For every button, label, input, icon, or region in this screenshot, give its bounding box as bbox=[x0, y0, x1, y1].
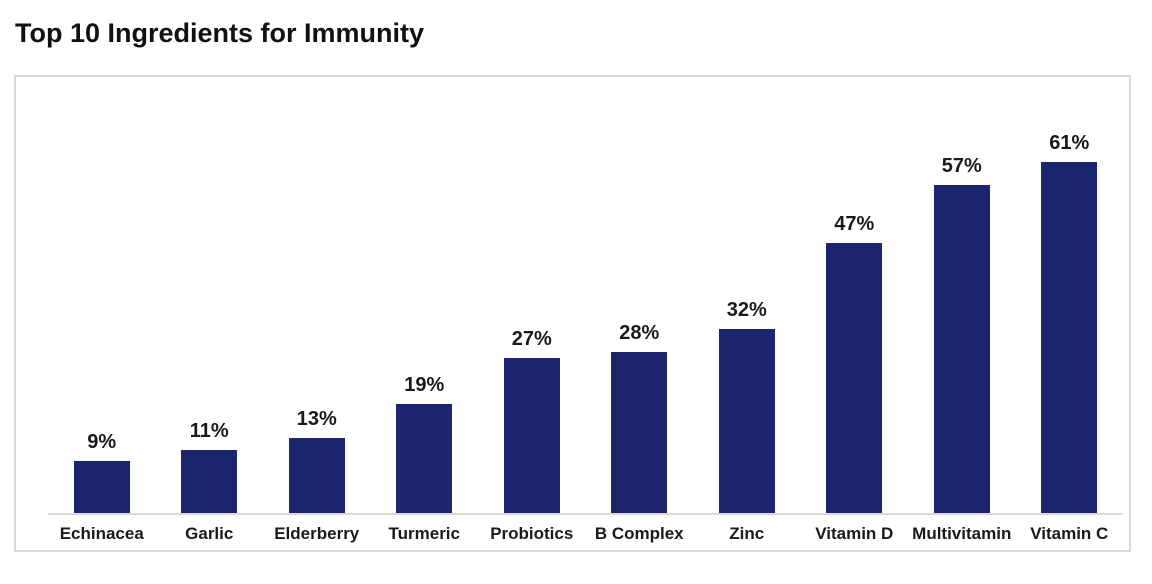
bar-value-label: 47% bbox=[834, 213, 875, 235]
x-axis-category-label: Elderberry bbox=[274, 524, 360, 543]
chart-plot-box: 9% 11% 13% 19% 27% 28% 32% 47% 57% 61% Echinacea G… bbox=[14, 75, 1131, 552]
bar-value-label: 27% bbox=[511, 328, 552, 350]
bar bbox=[718, 329, 775, 513]
bar-value-label: 61% bbox=[1049, 132, 1090, 154]
bar-column: 61% bbox=[1016, 131, 1124, 513]
bar bbox=[503, 358, 560, 513]
x-axis-category-label: Zinc bbox=[729, 524, 765, 543]
x-axis-category-label: Garlic bbox=[185, 524, 234, 543]
bar bbox=[288, 438, 345, 513]
x-axis-category-label: Echinacea bbox=[59, 524, 144, 543]
chart-title: Top 10 Ingredients for Immunity bbox=[15, 18, 425, 48]
bar-column: 32% bbox=[693, 298, 801, 513]
bars-container: 9% 11% 13% 19% 27% 28% 32% 47% 57% 61% bbox=[48, 77, 1123, 513]
bar bbox=[826, 243, 883, 513]
bar bbox=[181, 450, 238, 513]
bar-value-label: 11% bbox=[189, 420, 229, 442]
bar bbox=[933, 185, 990, 513]
bar-value-label: 28% bbox=[619, 322, 660, 344]
bar bbox=[396, 404, 453, 513]
bar-value-label: 9% bbox=[87, 431, 117, 453]
bar-column: 13% bbox=[263, 407, 371, 513]
x-axis-category-label: Turmeric bbox=[388, 524, 461, 543]
bar-column: 11% bbox=[156, 419, 264, 513]
x-axis-category-label: Vitamin C bbox=[1030, 524, 1109, 543]
bar-column: 9% bbox=[48, 430, 156, 513]
bar bbox=[73, 461, 130, 513]
bar-column: 47% bbox=[801, 212, 909, 513]
bar-column: 57% bbox=[908, 154, 1016, 513]
bar bbox=[1041, 162, 1098, 513]
bar-value-label: 19% bbox=[404, 374, 445, 396]
bar-value-label: 57% bbox=[941, 155, 982, 177]
bar bbox=[611, 352, 668, 513]
x-axis-category-label: B Complex bbox=[594, 524, 684, 543]
x-axis-labels-row: Echinacea Garlic Elderberry Turmeric Probiot… bbox=[48, 521, 1123, 547]
x-axis-line bbox=[48, 513, 1123, 515]
bar-column: 28% bbox=[586, 321, 694, 513]
plot-area: 9% 11% 13% 19% 27% 28% 32% 47% 57% 61% Echinacea G… bbox=[48, 77, 1123, 550]
x-axis-category-label: Probiotics bbox=[490, 524, 574, 543]
bar-value-label: 13% bbox=[296, 408, 337, 430]
x-axis-category-label: Vitamin D bbox=[815, 524, 894, 543]
bar-column: 27% bbox=[478, 327, 586, 513]
x-axis-category-label: Multivitamin bbox=[912, 524, 1012, 543]
bar-column: 19% bbox=[371, 373, 479, 513]
bar-value-label: 32% bbox=[726, 299, 767, 321]
